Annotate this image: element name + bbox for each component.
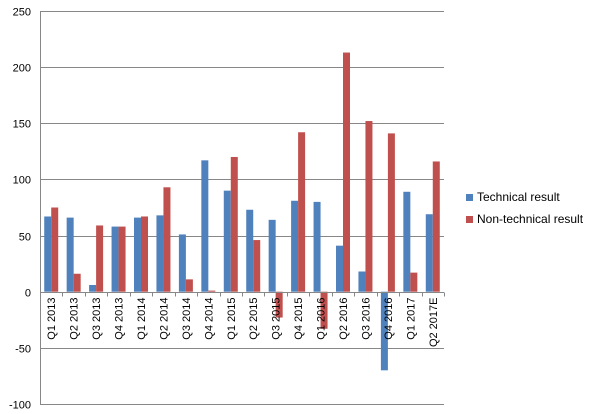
bar-technical bbox=[425, 214, 433, 292]
bar-technical bbox=[380, 291, 388, 371]
x-tick-label: Q1 2017 bbox=[405, 298, 417, 340]
bar-non-technical bbox=[141, 216, 148, 292]
bar-non-technical bbox=[365, 121, 373, 292]
x-tick-label: Q1 2015 bbox=[226, 298, 238, 340]
bar-technical bbox=[336, 245, 343, 292]
legend-swatch-non-technical bbox=[466, 215, 473, 223]
legend-label-non-technical: Non-technical result bbox=[477, 212, 584, 226]
bar-technical bbox=[156, 215, 164, 292]
y-tick-label: 100 bbox=[13, 175, 31, 187]
x-tick-label: Q3 2013 bbox=[91, 298, 103, 340]
bar-non-technical bbox=[230, 156, 238, 292]
x-tick-label: Q2 2014 bbox=[158, 298, 170, 340]
y-tick-label: 150 bbox=[13, 119, 31, 131]
y-tick-label: 50 bbox=[19, 232, 31, 244]
bar-technical bbox=[66, 217, 74, 292]
bar-non-technical bbox=[163, 187, 171, 292]
bar-non-technical bbox=[275, 291, 283, 318]
bar-non-technical bbox=[96, 225, 104, 292]
legend-label-technical: Technical result bbox=[477, 190, 560, 204]
bar-technical bbox=[246, 209, 254, 292]
legend-item-non-technical: Non-technical result bbox=[466, 208, 583, 230]
bar-non-technical bbox=[51, 207, 59, 292]
bar-non-technical bbox=[208, 290, 216, 292]
bar-technical bbox=[291, 200, 299, 292]
bar-technical bbox=[223, 190, 231, 292]
bar-non-technical bbox=[73, 273, 81, 292]
bar-technical bbox=[89, 284, 97, 292]
bar-technical bbox=[268, 219, 276, 292]
x-tick-label: Q2 2013 bbox=[69, 298, 81, 340]
bar-non-technical bbox=[410, 272, 418, 292]
legend-item-technical: Technical result bbox=[466, 186, 583, 208]
bar-technical bbox=[313, 201, 321, 292]
bar-technical bbox=[111, 226, 119, 292]
x-tick-label: Q2 2016 bbox=[338, 298, 350, 340]
bar-non-technical bbox=[118, 226, 126, 292]
bar-non-technical bbox=[253, 240, 261, 292]
y-tick-label: -50 bbox=[15, 344, 31, 356]
bar-technical bbox=[134, 217, 141, 292]
bar-technical bbox=[178, 234, 186, 292]
y-tick-label: 200 bbox=[13, 63, 31, 75]
x-tick-label: Q4 2016 bbox=[383, 298, 395, 340]
bar-technical bbox=[201, 160, 209, 292]
x-tick-label: Q3 2015 bbox=[271, 298, 283, 340]
x-tick-label: Q1 2014 bbox=[136, 298, 148, 340]
bar-technical bbox=[403, 191, 411, 292]
x-tick-label: Q2 2017E bbox=[428, 298, 440, 348]
x-tick-label: Q4 2013 bbox=[114, 298, 126, 340]
bar-technical bbox=[44, 216, 52, 292]
bar-non-technical bbox=[320, 291, 328, 329]
bar-non-technical bbox=[343, 52, 350, 292]
x-tick-label: Q3 2014 bbox=[181, 298, 193, 340]
bar-technical bbox=[358, 271, 366, 292]
x-tick-label: Q1 2013 bbox=[46, 298, 58, 340]
x-tick-label: Q4 2014 bbox=[203, 298, 215, 340]
y-tick-label: -100 bbox=[9, 400, 31, 412]
x-tick-label: Q2 2015 bbox=[248, 298, 260, 340]
bar-non-technical bbox=[387, 133, 395, 292]
x-tick-label: Q4 2015 bbox=[293, 298, 305, 340]
y-tick-label: 0 bbox=[25, 288, 31, 300]
bar-non-technical bbox=[298, 132, 306, 292]
x-tick-label: Q1 2016 bbox=[316, 298, 328, 340]
x-tick-label: Q3 2016 bbox=[360, 298, 372, 340]
bar-non-technical bbox=[185, 279, 193, 292]
bar-non-technical bbox=[432, 161, 440, 292]
y-tick-label: 250 bbox=[13, 7, 31, 19]
legend-swatch-technical bbox=[466, 193, 473, 201]
legend: Technical result Non-technical result bbox=[466, 186, 583, 230]
